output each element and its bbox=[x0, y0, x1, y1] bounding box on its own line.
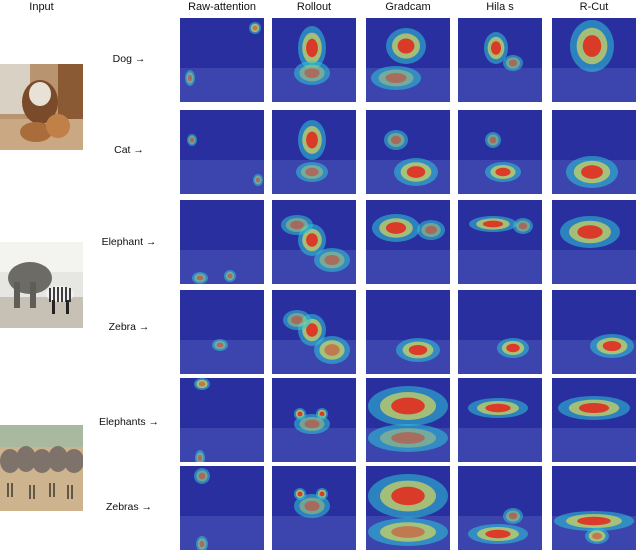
input-image-elephant-zebra bbox=[0, 242, 83, 328]
heatmap-dog-gradcam bbox=[366, 18, 450, 102]
header-gradcam: Gradcam bbox=[385, 1, 431, 13]
heatmap-elephant-hila-s bbox=[458, 200, 542, 284]
heatmap-cat-r-cut bbox=[552, 110, 636, 194]
heatmap-zebras-hila-s bbox=[458, 466, 542, 550]
heatmap-elephants-r-cut bbox=[552, 378, 636, 462]
heatmap-zebra-gradcam bbox=[366, 290, 450, 374]
header-input: Input bbox=[29, 1, 54, 13]
header-hila-s: Hila s bbox=[486, 1, 514, 13]
heatmap-cat-hila-s bbox=[458, 110, 542, 194]
input-image-dog-cat bbox=[0, 64, 83, 150]
input-image-herd bbox=[0, 425, 83, 511]
row-label-cat: Cat → bbox=[114, 144, 144, 156]
heatmap-dog-raw-attention bbox=[180, 18, 264, 102]
heatmap-dog-r-cut bbox=[552, 18, 636, 102]
heatmap-zebras-gradcam bbox=[366, 466, 450, 550]
header-r-cut: R-Cut bbox=[579, 1, 609, 13]
heatmap-elephant-raw-attention bbox=[180, 200, 264, 284]
heatmap-elephant-rollout bbox=[272, 200, 356, 284]
heatmap-zebras-r-cut bbox=[552, 466, 636, 550]
heatmap-elephants-hila-s bbox=[458, 378, 542, 462]
header-rollout: Rollout bbox=[296, 1, 332, 13]
heatmap-dog-rollout bbox=[272, 18, 356, 102]
heatmap-elephants-gradcam bbox=[366, 378, 450, 462]
heatmap-zebra-hila-s bbox=[458, 290, 542, 374]
row-label-zebra: Zebra → bbox=[108, 321, 150, 333]
header-raw-attention: Raw-attention bbox=[188, 1, 256, 13]
row-label-elephant: Elephant → bbox=[101, 236, 157, 248]
heatmap-elephants-rollout bbox=[272, 378, 356, 462]
heatmap-zebra-rollout bbox=[272, 290, 356, 374]
heatmap-zebras-rollout bbox=[272, 466, 356, 550]
heatmap-zebra-r-cut bbox=[552, 290, 636, 374]
heatmap-cat-gradcam bbox=[366, 110, 450, 194]
heatmap-elephant-r-cut bbox=[552, 200, 636, 284]
row-label-dog: Dog → bbox=[112, 53, 146, 65]
heatmap-elephants-raw-attention bbox=[180, 378, 264, 462]
row-label-elephants: Elephants → bbox=[98, 416, 160, 428]
heatmap-cat-rollout bbox=[272, 110, 356, 194]
heatmap-cat-raw-attention bbox=[180, 110, 264, 194]
row-label-zebras: Zebras → bbox=[105, 501, 153, 513]
heatmap-dog-hila-s bbox=[458, 18, 542, 102]
heatmap-zebra-raw-attention bbox=[180, 290, 264, 374]
heatmap-zebras-raw-attention bbox=[180, 466, 264, 550]
heatmap-elephant-gradcam bbox=[366, 200, 450, 284]
